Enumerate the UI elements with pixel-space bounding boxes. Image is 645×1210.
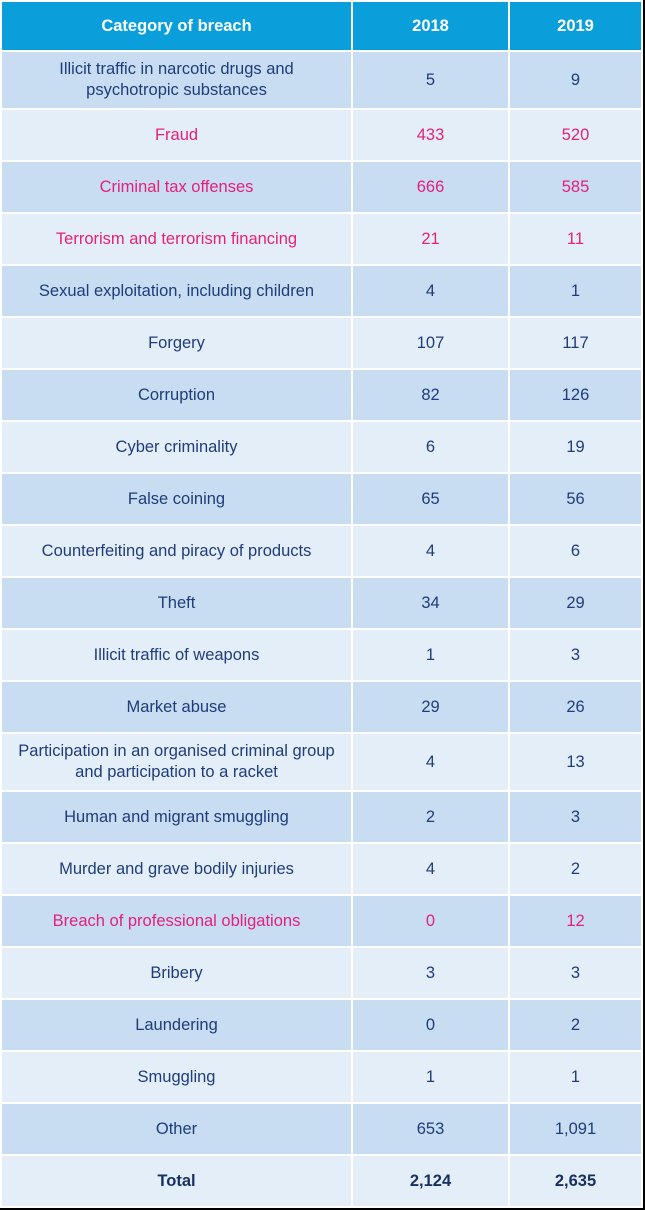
- value-2018-cell: 4: [353, 526, 508, 576]
- header-row: Category of breach 2018 2019: [2, 2, 641, 50]
- value-2019-cell: 26: [510, 682, 641, 732]
- category-cell: Murder and grave bodily injuries: [2, 844, 351, 894]
- table-row: Other 653 1,091: [2, 1104, 641, 1154]
- value-2018-cell: 4: [353, 844, 508, 894]
- value-2018-cell: 34: [353, 578, 508, 628]
- category-cell: Smuggling: [2, 1052, 351, 1102]
- table-row: Counterfeiting and piracy of products 4 6: [2, 526, 641, 576]
- table-row: Terrorism and terrorism financing 21 11: [2, 214, 641, 264]
- value-2018-cell: 4: [353, 734, 508, 790]
- value-2018-cell: 666: [353, 162, 508, 212]
- category-cell: Total: [2, 1156, 351, 1206]
- value-2018-cell: 65: [353, 474, 508, 524]
- value-2018-cell: 5: [353, 52, 508, 108]
- table-row: Market abuse 29 26: [2, 682, 641, 732]
- category-cell: Counterfeiting and piracy of products: [2, 526, 351, 576]
- table-row: Fraud 433 520: [2, 110, 641, 160]
- value-2018-cell: 433: [353, 110, 508, 160]
- category-cell: Breach of professional obligations: [2, 896, 351, 946]
- value-2019-cell: 117: [510, 318, 641, 368]
- value-2018-cell: 3: [353, 948, 508, 998]
- category-cell: Other: [2, 1104, 351, 1154]
- category-cell: Terrorism and terrorism financing: [2, 214, 351, 264]
- table-row: Bribery 3 3: [2, 948, 641, 998]
- value-2019-cell: 126: [510, 370, 641, 420]
- value-2018-cell: 653: [353, 1104, 508, 1154]
- table-row: Laundering 0 2: [2, 1000, 641, 1050]
- category-cell: Illicit traffic in narcotic drugs and ps…: [2, 52, 351, 108]
- table-row: Forgery 107 117: [2, 318, 641, 368]
- category-cell: Bribery: [2, 948, 351, 998]
- category-cell: Criminal tax offenses: [2, 162, 351, 212]
- value-2019-cell: 11: [510, 214, 641, 264]
- table-row: Theft 34 29: [2, 578, 641, 628]
- table-row: Smuggling 1 1: [2, 1052, 641, 1102]
- value-2019-cell: 1: [510, 1052, 641, 1102]
- value-2018-cell: 0: [353, 1000, 508, 1050]
- table-row: Criminal tax offenses 666 585: [2, 162, 641, 212]
- value-2019-cell: 2: [510, 844, 641, 894]
- table-row: Breach of professional obligations 0 12: [2, 896, 641, 946]
- value-2018-cell: 4: [353, 266, 508, 316]
- table-row: Human and migrant smuggling 2 3: [2, 792, 641, 842]
- table-row: Participation in an organised criminal g…: [2, 734, 641, 790]
- category-cell: Fraud: [2, 110, 351, 160]
- value-2019-cell: 1,091: [510, 1104, 641, 1154]
- category-cell: Sexual exploitation, including children: [2, 266, 351, 316]
- header-category: Category of breach: [2, 2, 351, 50]
- table-row: Corruption 82 126: [2, 370, 641, 420]
- value-2018-cell: 21: [353, 214, 508, 264]
- value-2019-cell: 12: [510, 896, 641, 946]
- value-2018-cell: 1: [353, 630, 508, 680]
- value-2019-cell: 520: [510, 110, 641, 160]
- category-cell: Laundering: [2, 1000, 351, 1050]
- category-cell: Participation in an organised criminal g…: [2, 734, 351, 790]
- table-body: Illicit traffic in narcotic drugs and ps…: [2, 52, 641, 1206]
- value-2019-cell: 3: [510, 948, 641, 998]
- value-2019-cell: 3: [510, 792, 641, 842]
- category-cell: Forgery: [2, 318, 351, 368]
- category-cell: Market abuse: [2, 682, 351, 732]
- table-row: Cyber criminality 6 19: [2, 422, 641, 472]
- value-2019-cell: 56: [510, 474, 641, 524]
- value-2018-cell: 6: [353, 422, 508, 472]
- value-2018-cell: 82: [353, 370, 508, 420]
- value-2018-cell: 29: [353, 682, 508, 732]
- value-2019-cell: 3: [510, 630, 641, 680]
- value-2019-cell: 585: [510, 162, 641, 212]
- value-2018-cell: 2,124: [353, 1156, 508, 1206]
- category-cell: Illicit traffic of weapons: [2, 630, 351, 680]
- value-2019-cell: 6: [510, 526, 641, 576]
- table-row: Sexual exploitation, including children 4…: [2, 266, 641, 316]
- header-2018: 2018: [353, 2, 508, 50]
- table-row: Illicit traffic of weapons 1 3: [2, 630, 641, 680]
- value-2019-cell: 2,635: [510, 1156, 641, 1206]
- table-row: Illicit traffic in narcotic drugs and ps…: [2, 52, 641, 108]
- category-cell: Corruption: [2, 370, 351, 420]
- value-2019-cell: 9: [510, 52, 641, 108]
- table-row: Murder and grave bodily injuries 4 2: [2, 844, 641, 894]
- value-2018-cell: 1: [353, 1052, 508, 1102]
- value-2019-cell: 29: [510, 578, 641, 628]
- value-2019-cell: 19: [510, 422, 641, 472]
- category-cell: Cyber criminality: [2, 422, 351, 472]
- value-2019-cell: 1: [510, 266, 641, 316]
- table-row: False coining 65 56: [2, 474, 641, 524]
- category-cell: Theft: [2, 578, 351, 628]
- header-2019: 2019: [510, 2, 641, 50]
- value-2018-cell: 2: [353, 792, 508, 842]
- value-2018-cell: 0: [353, 896, 508, 946]
- value-2019-cell: 13: [510, 734, 641, 790]
- category-cell: False coining: [2, 474, 351, 524]
- category-cell: Human and migrant smuggling: [2, 792, 351, 842]
- value-2019-cell: 2: [510, 1000, 641, 1050]
- total-row: Total 2,124 2,635: [2, 1156, 641, 1206]
- value-2018-cell: 107: [353, 318, 508, 368]
